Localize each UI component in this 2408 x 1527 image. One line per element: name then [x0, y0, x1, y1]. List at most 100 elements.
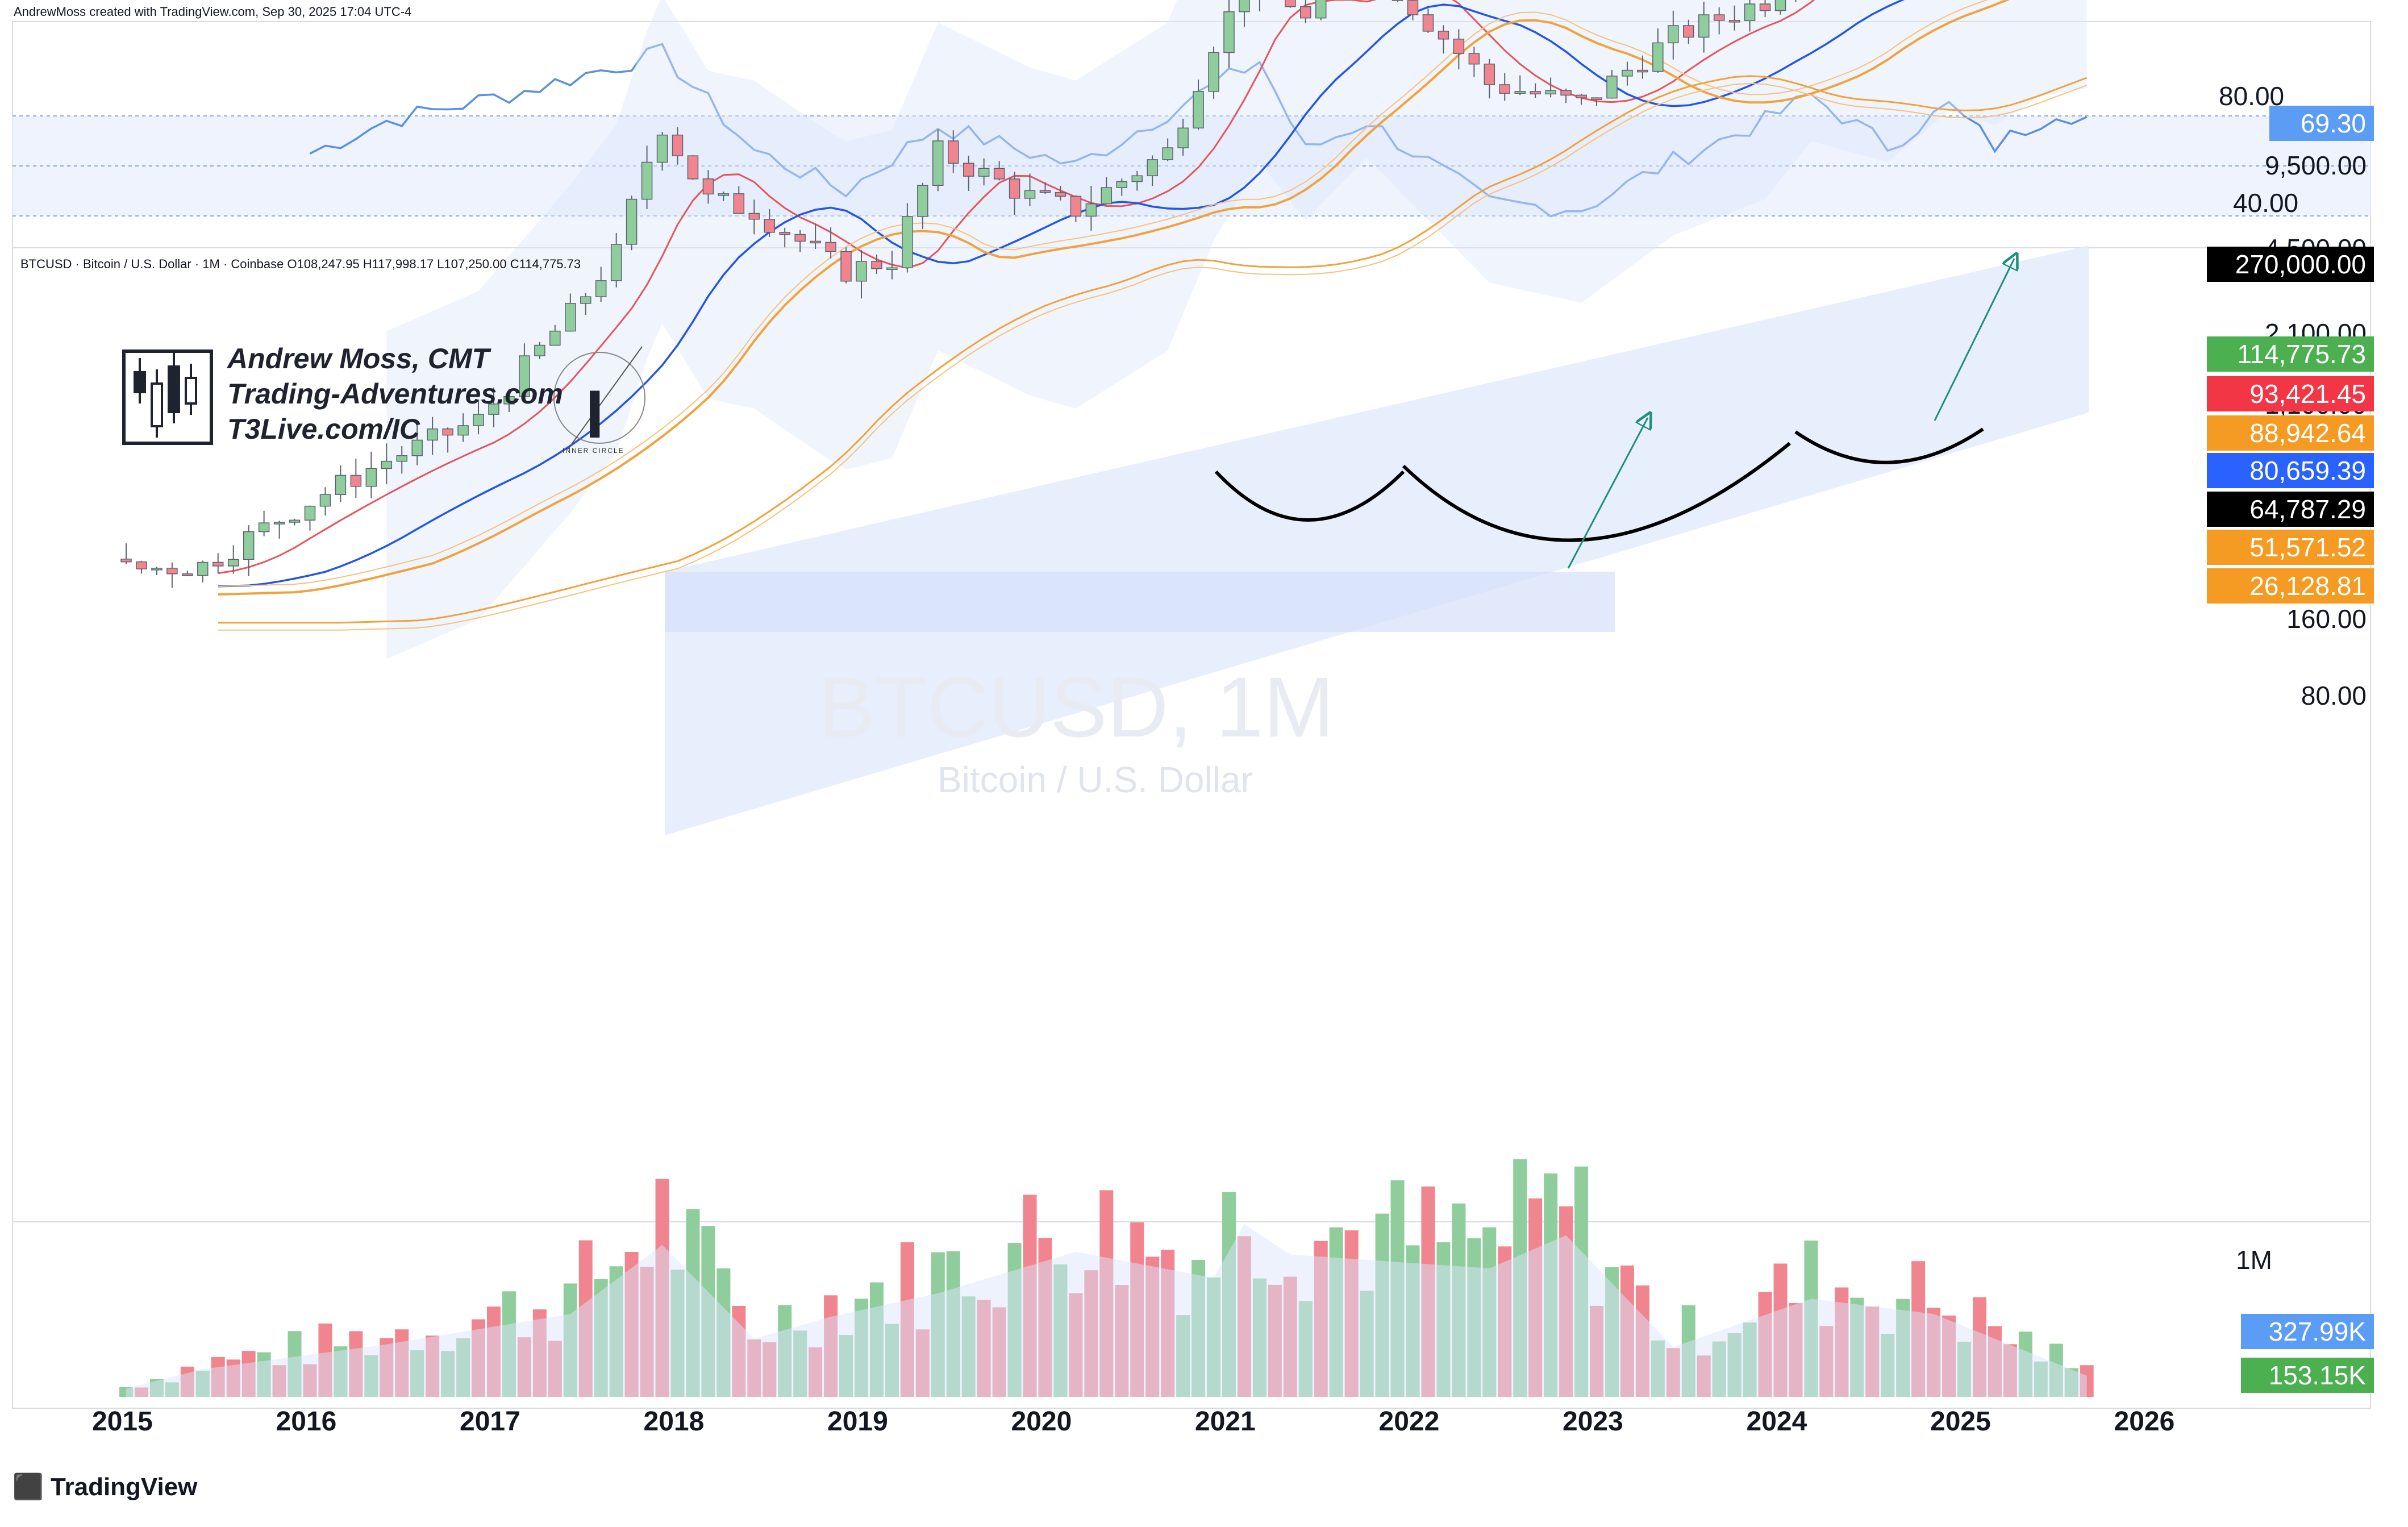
- candle-body: [427, 428, 438, 441]
- candle-body: [1407, 0, 1419, 15]
- candle-body: [1698, 14, 1710, 38]
- sma-blue-line: [218, 0, 1905, 588]
- candle-body: [1453, 39, 1465, 54]
- candle-body: [672, 134, 684, 156]
- candle-body: [1637, 69, 1648, 73]
- candle-body: [1024, 190, 1036, 199]
- candle-body: [319, 494, 331, 507]
- candle-body: [794, 234, 806, 242]
- candle-body: [1116, 181, 1128, 188]
- consolidation-zone: [665, 572, 1615, 632]
- year-tick-label: 2017: [460, 1407, 520, 1437]
- candle-body: [289, 519, 301, 523]
- candle-body: [1545, 90, 1556, 95]
- candle-body: [503, 396, 515, 405]
- candle-body: [519, 355, 530, 397]
- candle-body: [1484, 63, 1495, 85]
- candle-body: [687, 155, 699, 180]
- brand-candle-body: [134, 371, 146, 393]
- candle-body: [1223, 11, 1235, 53]
- cup-arc-handle: [1794, 427, 1984, 464]
- year-tick-label: 2015: [92, 1407, 153, 1437]
- price-tick-label: 9,500.00: [2264, 150, 2367, 180]
- candle-body: [886, 267, 898, 270]
- candle-body: [1499, 84, 1510, 94]
- inner-circle-slash: [568, 346, 643, 450]
- candle-body: [978, 168, 990, 177]
- year-tick-label: 2016: [276, 1407, 337, 1437]
- author-site: Trading-Adventures.com: [227, 378, 563, 410]
- candle-body: [963, 163, 974, 177]
- price-tag: 93,421.45: [2207, 376, 2374, 411]
- candle-body: [1438, 31, 1449, 40]
- year-tick-label: 2026: [2114, 1407, 2175, 1437]
- tradingview-icon: ⬛: [13, 1473, 44, 1501]
- candle-body: [1422, 14, 1434, 32]
- candle-body: [273, 522, 285, 525]
- candle-body: [151, 568, 163, 571]
- candle-body: [365, 468, 377, 487]
- candle-body: [1576, 94, 1587, 98]
- year-tick-label: 2022: [1378, 1407, 1440, 1437]
- candle-body: [580, 296, 591, 304]
- candle-body: [1468, 53, 1480, 65]
- sma-long-orange-line: [218, 75, 2088, 624]
- candle-body: [1039, 190, 1051, 193]
- price-tag: 51,571.52: [2207, 530, 2374, 565]
- author-branding: Andrew Moss, CMT Trading-Adventures.com …: [227, 341, 563, 447]
- candle-body: [932, 140, 944, 186]
- inner-circle-letter: I: [585, 376, 604, 452]
- candle-body: [1683, 25, 1694, 38]
- candle-body: [856, 261, 867, 282]
- price-tag: 114,775.73: [2207, 336, 2374, 372]
- candle-body: [917, 185, 928, 217]
- chart-border: [12, 21, 2371, 1409]
- candle-body: [1392, 0, 1403, 1]
- candle-body: [948, 140, 959, 164]
- candle-body: [136, 561, 147, 569]
- candle-body: [1285, 0, 1296, 7]
- sma-orange-line: [218, 0, 2010, 596]
- price-tag: 64,787.29: [2207, 492, 2374, 527]
- volume-tag-last: 153.15K: [2241, 1358, 2374, 1393]
- candle-body: [656, 134, 668, 163]
- sma-orange-band-upper: [218, 0, 1988, 587]
- sma-long-orange-band: [218, 82, 2088, 631]
- candle-body: [1514, 91, 1526, 94]
- candle-body: [902, 216, 913, 268]
- candle-body: [1591, 97, 1602, 100]
- candle-body: [1315, 0, 1327, 19]
- rsi-value-tag: 69.30: [2269, 106, 2374, 141]
- candle-body: [718, 193, 730, 196]
- candle-body: [1193, 91, 1204, 129]
- candle-body: [1300, 6, 1311, 19]
- year-tick-label: 2021: [1195, 1407, 1256, 1437]
- candle-body: [733, 193, 745, 214]
- brand-candle-icon: [122, 349, 213, 445]
- candle-body: [1713, 14, 1725, 21]
- candle-body: [1728, 20, 1740, 23]
- candle-body: [182, 573, 193, 576]
- candle-body: [243, 531, 255, 560]
- volume-tick-1m: 1M: [2236, 1245, 2272, 1275]
- tradingview-logo[interactable]: ⬛ TradingView: [13, 1472, 197, 1501]
- brand-candle-body: [168, 365, 180, 413]
- candle-body: [825, 242, 836, 252]
- symbol-info[interactable]: BTCUSD · Bitcoin / U.S. Dollar · 1M · Co…: [20, 257, 581, 271]
- price-tag: 26,128.81: [2207, 568, 2374, 604]
- year-tick-label: 2018: [643, 1407, 705, 1437]
- year-tick-label: 2023: [1563, 1407, 1623, 1437]
- candle-body: [197, 561, 209, 576]
- candle-body: [1162, 147, 1173, 160]
- candle-body: [779, 232, 790, 235]
- candle-body: [1606, 76, 1618, 99]
- year-tick-label: 2019: [827, 1407, 888, 1437]
- year-tick-label: 2020: [1011, 1407, 1072, 1437]
- candle-body: [1055, 192, 1066, 197]
- candle-body: [549, 330, 561, 346]
- candle-body: [1622, 69, 1633, 77]
- candle-body: [764, 218, 775, 233]
- candle-body: [871, 261, 882, 269]
- candle-body: [1652, 42, 1664, 72]
